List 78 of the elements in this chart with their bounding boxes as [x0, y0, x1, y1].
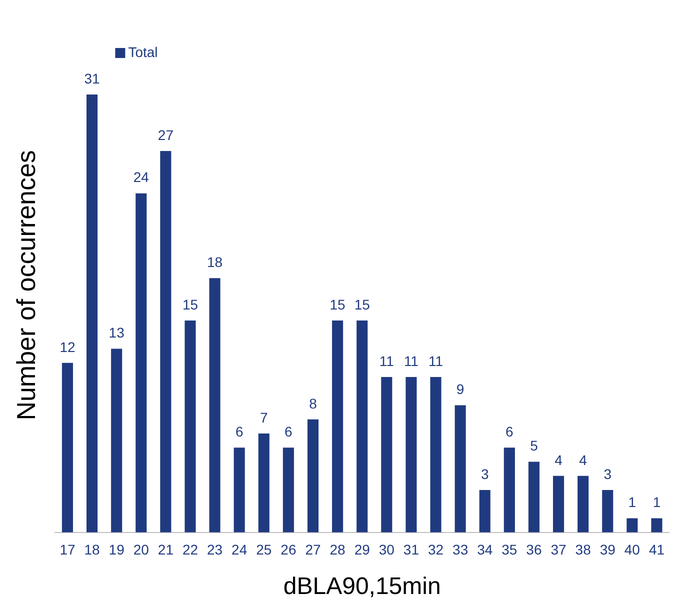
bar — [430, 377, 442, 532]
bar — [234, 448, 245, 532]
bar — [552, 476, 564, 532]
data-label: 11 — [379, 352, 394, 369]
bar — [356, 320, 368, 532]
data-label: 11 — [428, 352, 444, 369]
bar — [528, 462, 540, 532]
x-tick-label: 33 — [452, 542, 468, 558]
bar — [504, 448, 515, 532]
bar — [454, 405, 466, 532]
x-tick-label: 27 — [305, 542, 321, 558]
y-axis-title: Number of occurrences — [10, 150, 41, 420]
bar — [282, 448, 294, 532]
data-label: 3 — [480, 466, 489, 482]
x-tick-label: 22 — [182, 542, 198, 558]
x-tick-label: 41 — [648, 542, 665, 558]
x-tick-label: 38 — [575, 542, 592, 558]
data-label: 8 — [309, 395, 318, 412]
data-label: 9 — [456, 381, 464, 398]
x-tick-label: 36 — [526, 542, 542, 558]
x-tick-label: 39 — [600, 542, 616, 558]
x-tick-label: 35 — [502, 542, 518, 558]
data-label: 6 — [235, 424, 244, 440]
bar — [602, 490, 614, 532]
x-tick-label: 18 — [84, 542, 100, 558]
bar — [332, 320, 344, 532]
data-label: 1 — [652, 494, 661, 510]
bar — [578, 476, 589, 532]
x-tick-label: 31 — [403, 542, 420, 558]
bar — [184, 320, 196, 532]
data-label: 6 — [284, 424, 293, 440]
x-tick-label: 24 — [232, 542, 248, 558]
x-tick-label: 20 — [133, 542, 150, 558]
x-tick-label: 25 — [256, 542, 272, 558]
data-label: 7 — [260, 409, 268, 426]
bar — [479, 490, 490, 532]
data-label: 27 — [158, 126, 174, 143]
data-label: 11 — [404, 352, 419, 369]
data-label: 1 — [628, 494, 636, 510]
data-label: 15 — [182, 296, 198, 312]
x-tick-label: 29 — [354, 542, 370, 558]
x-tick-label: 28 — [330, 542, 346, 558]
data-label: 18 — [207, 254, 223, 270]
data-label: 12 — [60, 338, 76, 355]
data-label: 31 — [84, 70, 100, 86]
bar — [381, 377, 392, 532]
x-axis-title: dBLA90,15min — [283, 573, 441, 600]
bar — [62, 362, 73, 532]
bar — [307, 419, 319, 532]
bar — [651, 518, 662, 532]
bar — [406, 377, 417, 532]
bar — [626, 518, 638, 532]
bar — [86, 94, 98, 532]
x-tick-label: 23 — [207, 542, 223, 558]
legend-label: Total — [128, 44, 158, 60]
bar — [111, 348, 122, 532]
x-tick-label: 32 — [428, 542, 444, 558]
bar — [136, 193, 147, 532]
data-label: 3 — [604, 466, 612, 482]
x-tick-label: 19 — [108, 542, 125, 558]
bar — [209, 278, 220, 532]
data-label: 24 — [133, 169, 150, 186]
data-label: 6 — [506, 424, 514, 440]
data-label: 15 — [354, 296, 370, 312]
x-tick-label: 26 — [280, 542, 296, 558]
data-label: 4 — [579, 452, 588, 468]
data-label: 15 — [330, 296, 346, 312]
bar — [258, 434, 270, 532]
x-tick-label: 30 — [378, 542, 395, 558]
x-tick-label: 17 — [60, 542, 76, 558]
bar — [160, 151, 172, 532]
x-tick-label: 40 — [624, 542, 640, 558]
x-tick-label: 34 — [477, 542, 493, 558]
x-tick-label: 37 — [550, 542, 567, 558]
data-label: 4 — [554, 452, 563, 468]
x-tick-label: 21 — [158, 542, 174, 558]
data-label: 5 — [530, 438, 538, 454]
data-label: 13 — [108, 324, 125, 341]
